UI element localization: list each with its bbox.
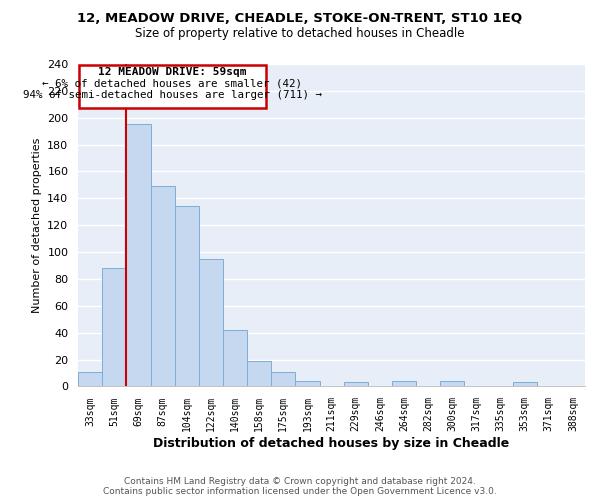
Bar [127, 124, 151, 386]
Bar [271, 372, 295, 386]
Bar [151, 186, 175, 386]
Y-axis label: Number of detached properties: Number of detached properties [32, 138, 41, 313]
FancyBboxPatch shape [79, 66, 266, 108]
Bar [223, 330, 247, 386]
Text: 94% of semi-detached houses are larger (711) →: 94% of semi-detached houses are larger (… [23, 90, 322, 100]
X-axis label: Distribution of detached houses by size in Cheadle: Distribution of detached houses by size … [154, 437, 509, 450]
Bar [440, 381, 464, 386]
Text: ← 6% of detached houses are smaller (42): ← 6% of detached houses are smaller (42) [42, 79, 302, 89]
Text: Size of property relative to detached houses in Cheadle: Size of property relative to detached ho… [135, 28, 465, 40]
Bar [295, 381, 320, 386]
Bar [512, 382, 537, 386]
Bar [392, 381, 416, 386]
Bar [102, 268, 127, 386]
Bar [175, 206, 199, 386]
Bar [199, 259, 223, 386]
Text: 12 MEADOW DRIVE: 59sqm: 12 MEADOW DRIVE: 59sqm [98, 68, 247, 78]
Bar [344, 382, 368, 386]
Text: Contains HM Land Registry data © Crown copyright and database right 2024.: Contains HM Land Registry data © Crown c… [124, 477, 476, 486]
Text: 12, MEADOW DRIVE, CHEADLE, STOKE-ON-TRENT, ST10 1EQ: 12, MEADOW DRIVE, CHEADLE, STOKE-ON-TREN… [77, 12, 523, 26]
Bar [247, 361, 271, 386]
Text: Contains public sector information licensed under the Open Government Licence v3: Contains public sector information licen… [103, 487, 497, 496]
Bar [78, 372, 102, 386]
